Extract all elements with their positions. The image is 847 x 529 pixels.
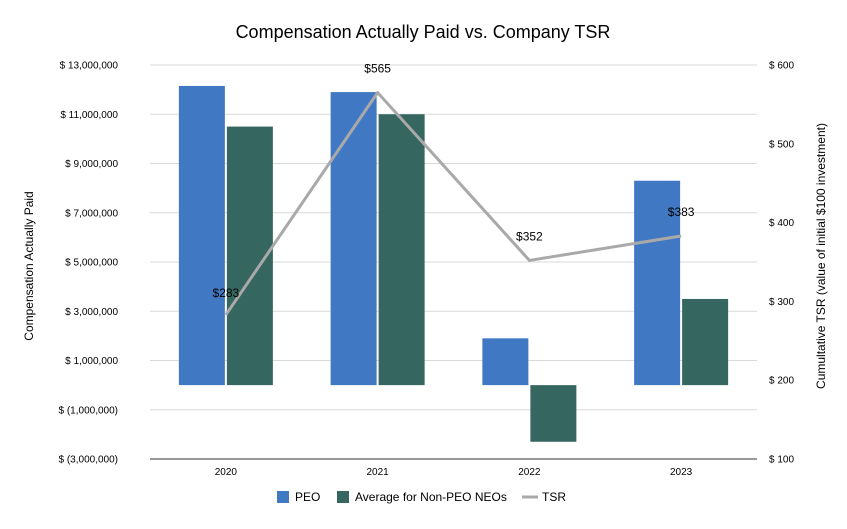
bar-peo <box>178 85 225 386</box>
legend: PEO Average for Non-PEO NEOs TSR <box>277 490 566 504</box>
y2-axis-label: Cumultative TSR (value of initial $100 i… <box>814 123 828 389</box>
y2-tick-label: $ 100 <box>769 455 794 466</box>
y-tick-label: $ (1,000,000) <box>59 405 119 416</box>
bar-peo <box>634 180 681 386</box>
legend-swatch-peo <box>277 491 289 503</box>
y-tick-label: $ 5,000,000 <box>65 258 118 269</box>
tsr-line <box>224 91 682 316</box>
y-tick-label: $ 7,000,000 <box>65 208 118 219</box>
y2-tick-label: $ 600 <box>769 61 794 72</box>
bars <box>178 85 729 442</box>
y-axis-label: Compensation Actually Paid <box>22 191 36 340</box>
tsr-data-label: $565 <box>364 62 391 76</box>
bar-non-peo-neos <box>682 298 729 386</box>
y2-tick-label: $ 400 <box>769 218 794 229</box>
tsr-data-label: $352 <box>516 229 543 243</box>
y-tick-label: $ 3,000,000 <box>65 307 118 318</box>
x-tick-label: 2022 <box>518 467 541 478</box>
y-tick-label: $ (3,000,000) <box>59 455 119 466</box>
legend-label: TSR <box>542 490 566 504</box>
bar-non-peo-neos <box>530 385 577 442</box>
right-axis-ticks: $ 600 $ 500 $ 400 $ 300 $ 200 $ 100 <box>769 61 794 466</box>
tsr-data-labels: $283 $565 $352 $383 <box>213 62 695 300</box>
y2-tick-label: $ 300 <box>769 297 794 308</box>
bar-peo <box>482 338 529 386</box>
x-tick-label: 2020 <box>215 467 238 478</box>
x-axis-ticks: 2020 2021 2022 2023 <box>215 467 693 478</box>
y2-tick-label: $ 200 <box>769 376 794 387</box>
legend-swatch-non-peo <box>337 491 349 503</box>
left-axis-ticks: $ 13,000,000 $ 11,000,000 $ 9,000,000 $ 7,0… <box>59 61 119 466</box>
x-tick-label: 2023 <box>670 467 693 478</box>
tsr-data-label: $283 <box>213 286 240 300</box>
bar-peo <box>330 92 377 386</box>
y-tick-label: $ 11,000,000 <box>60 110 118 121</box>
y-tick-label: $ 9,000,000 <box>65 159 118 170</box>
legend-label: PEO <box>295 490 320 504</box>
chart-title: Compensation Actually Paid vs. Company T… <box>236 22 611 42</box>
y-tick-label: $ 1,000,000 <box>65 356 118 367</box>
tsr-line-group <box>224 91 682 316</box>
legend-label: Average for Non-PEO NEOs <box>355 490 507 504</box>
bar-non-peo-neos <box>378 114 425 386</box>
y2-tick-label: $ 500 <box>769 139 794 150</box>
x-tick-label: 2021 <box>367 467 390 478</box>
y-tick-label: $ 13,000,000 <box>60 61 119 72</box>
tsr-data-label: $383 <box>668 205 695 219</box>
